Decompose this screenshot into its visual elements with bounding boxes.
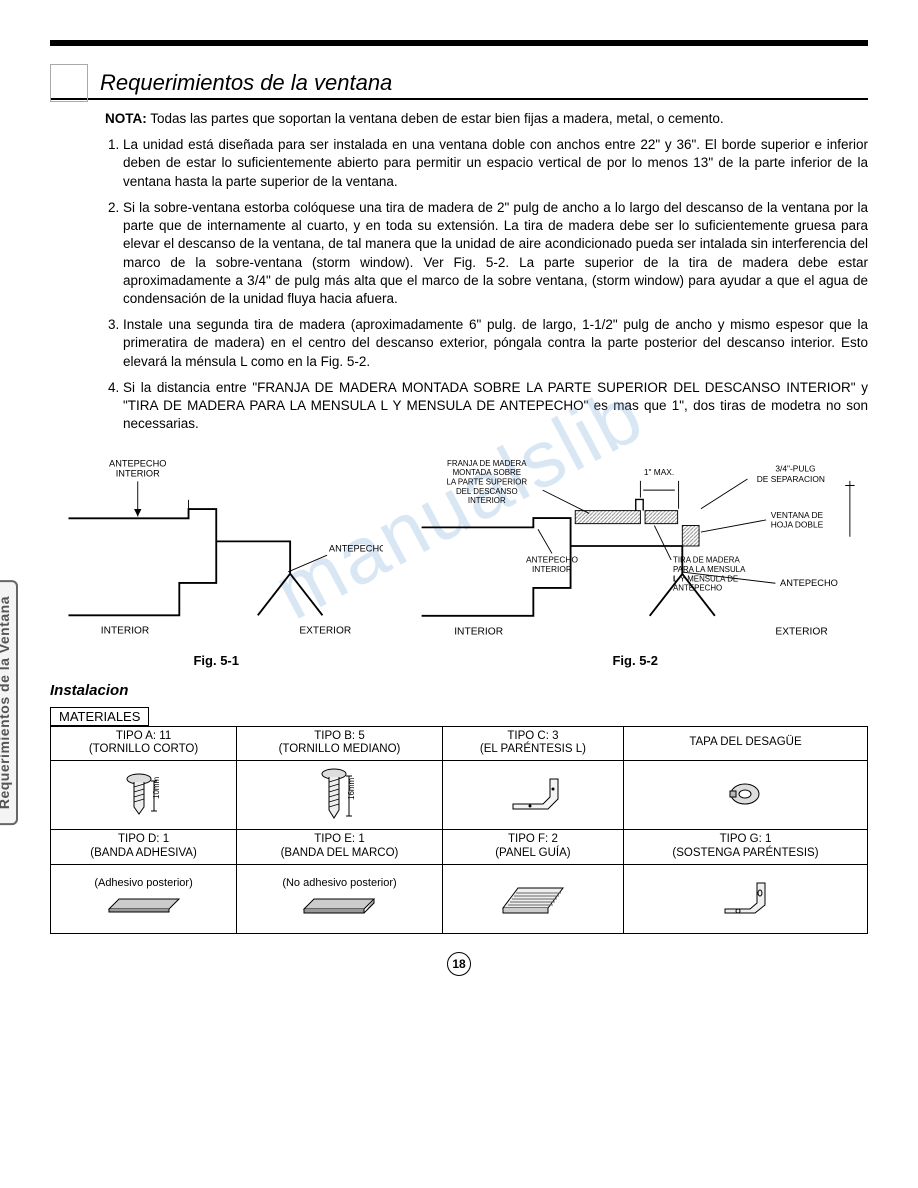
mat-tapa-img	[623, 761, 867, 830]
svg-text:L Y MENSULA DE: L Y MENSULA DE	[672, 574, 737, 583]
steps-list: La unidad está diseñada para ser instala…	[105, 136, 868, 433]
top-rule	[50, 40, 868, 46]
body-content: NOTA: Todas las partes que soportan la v…	[105, 110, 868, 434]
title-icon-box	[50, 64, 88, 102]
mat-b-img: 16mm	[237, 761, 443, 830]
fig1-caption: Fig. 5-1	[50, 653, 383, 668]
svg-text:HOJA DOBLE: HOJA DOBLE	[770, 519, 823, 529]
mat-a-img: 10mm	[51, 761, 237, 830]
side-tab: Requerimientos de la Ventana	[0, 580, 18, 825]
fig1-label-exterior: EXTERIOR	[299, 625, 351, 636]
mat-c-hdr: TIPO C: 3(EL PARÉNTESIS L)	[442, 726, 623, 761]
figure-5-1: ANTEPECHO INTERIOR ANTEPECHO INTERIOR EX…	[50, 446, 383, 668]
nota-block: NOTA: Todas las partes que soportan la v…	[105, 110, 868, 128]
fig2-caption: Fig. 5-2	[403, 653, 869, 668]
fig2-label-interior: INTERIOR	[454, 626, 503, 637]
step-1: La unidad está diseñada para ser instala…	[123, 136, 868, 191]
mat-a-hdr: TIPO A: 11(TORNILLO CORTO)	[51, 726, 237, 761]
svg-text:10mm: 10mm	[152, 776, 161, 799]
fig2-label-antepecho: ANTEPECHO	[780, 578, 838, 588]
step-2: Si la sobre-ventana estorba colóquese un…	[123, 199, 868, 308]
mat-g-hdr: TIPO G: 1(SOSTENGA PARÉNTESIS)	[623, 830, 867, 865]
nota-label: NOTA:	[105, 111, 147, 126]
svg-text:LA PARTE SUPERIOR: LA PARTE SUPERIOR	[446, 477, 527, 486]
fig-5-2-svg: 1" MAX. 3/4"-PULG DE SEPARACION VENTANA …	[403, 446, 869, 646]
mat-f-img	[442, 864, 623, 933]
mat-e-hdr: TIPO E: 1(BANDA DEL MARCO)	[237, 830, 443, 865]
svg-text:DE SEPARACION: DE SEPARACION	[756, 473, 824, 483]
fig1-label-interior: INTERIOR	[101, 625, 149, 636]
fig-5-1-svg: ANTEPECHO INTERIOR ANTEPECHO INTERIOR EX…	[50, 446, 383, 646]
mat-e-sub: (No adhesivo posterior)	[241, 877, 438, 889]
materiales-label: MATERIALES	[50, 707, 149, 726]
materials-table: TIPO A: 11(TORNILLO CORTO) TIPO B: 5(TOR…	[50, 726, 868, 934]
svg-text:ANTEPECHO: ANTEPECHO	[672, 583, 721, 592]
mat-tapa-hdr: TAPA DEL DESAGÜE	[623, 726, 867, 761]
nota-text: Todas las partes que soportan la ventana…	[150, 111, 723, 126]
title-row: Requerimientos de la ventana	[50, 64, 868, 100]
step-3: Instale una segunda tira de madera (apro…	[123, 316, 868, 371]
mat-d-sub: (Adhesivo posterior)	[55, 877, 232, 889]
fig2-label-franja: FRANJA DE MADERA	[447, 458, 527, 467]
page-number: 18	[50, 952, 868, 976]
fig1-label-antepecho-interior: ANTEPECHO	[109, 458, 166, 468]
mat-e-img: (No adhesivo posterior)	[237, 864, 443, 933]
mat-c-img	[442, 761, 623, 830]
svg-text:INTERIOR: INTERIOR	[467, 496, 505, 505]
mat-d-img: (Adhesivo posterior)	[51, 864, 237, 933]
mat-d-hdr: TIPO D: 1(BANDA ADHESIVA)	[51, 830, 237, 865]
page-title: Requerimientos de la ventana	[100, 70, 392, 96]
instalacion-heading: Instalacion	[50, 682, 868, 699]
svg-text:16mm: 16mm	[347, 778, 356, 801]
fig1-label-antepecho: ANTEPECHO	[329, 543, 383, 553]
figures-row: ANTEPECHO INTERIOR ANTEPECHO INTERIOR EX…	[50, 446, 868, 668]
svg-text:MONTADA SOBRE: MONTADA SOBRE	[452, 468, 520, 477]
mat-b-hdr: TIPO B: 5(TORNILLO MEDIANO)	[237, 726, 443, 761]
fig2-label-exterior: EXTERIOR	[775, 626, 827, 637]
fig2-label-max: 1" MAX.	[643, 467, 673, 477]
fig2-label-sep: 3/4"-PULG	[775, 463, 815, 473]
page-number-value: 18	[447, 952, 471, 976]
fig2-label-tira: TIRA DE MADERA	[672, 555, 740, 564]
svg-text:DEL DESCANSO: DEL DESCANSO	[455, 486, 517, 495]
svg-text:INTERIOR: INTERIOR	[116, 468, 160, 478]
svg-text:INTERIOR: INTERIOR	[531, 564, 571, 574]
figure-5-2: 1" MAX. 3/4"-PULG DE SEPARACION VENTANA …	[403, 446, 869, 668]
step-4: Si la distancia entre "FRANJA DE MADERA …	[123, 379, 868, 434]
mat-g-img	[623, 864, 867, 933]
mat-f-hdr: TIPO F: 2(PANEL GUÍA)	[442, 830, 623, 865]
